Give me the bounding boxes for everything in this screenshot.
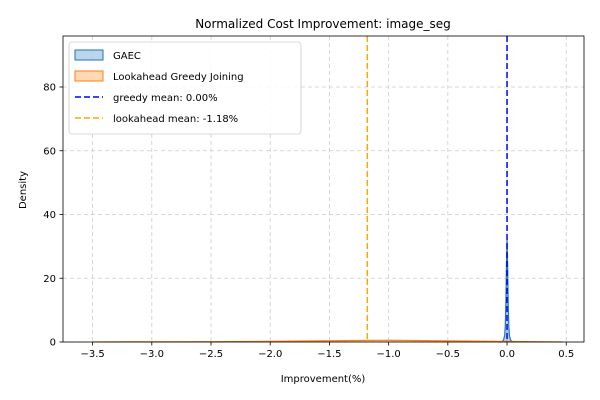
x-tick-label: 0.5 [558,349,574,360]
y-tick-label: 0 [50,338,56,349]
y-tick-label: 20 [43,274,56,285]
x-tick-label: −2.0 [258,349,282,360]
legend-label: greedy mean: 0.00% [113,93,218,104]
y-tick-label: 80 [43,83,56,94]
legend-label: Lookahead Greedy Joining [113,72,244,83]
legend-label: lookahead mean: -1.18% [113,114,238,125]
y-tick-label: 40 [43,210,56,221]
x-tick-label: −2.5 [199,349,223,360]
x-tick-label: 0.0 [499,349,515,360]
y-tick-label: 60 [43,146,56,157]
series-layer [92,239,563,343]
legend-swatch [74,49,104,61]
y-axis-ticks: 0 20 40 60 80 [43,83,63,349]
x-tick-label: −1.5 [317,349,341,360]
chart-title: Normalized Cost Improvement: image_seg [195,17,451,31]
legend-box [68,41,302,135]
x-tick-label: −3.0 [140,349,164,360]
x-tick-label: −1.0 [376,349,400,360]
x-tick-label: −3.5 [80,349,104,360]
plot-frame [62,35,585,343]
reference-lines [366,36,508,342]
legend-swatch [74,70,104,82]
x-axis-ticks: −3.5 −3.0 −2.5 −2.0 −1.5 −1.0 −0.5 0.0 0.5 [80,342,574,360]
legend: GAEC Lookahead Greedy Joining greedy mean:… [68,41,302,135]
x-tick-label: −0.5 [436,349,460,360]
y-axis-label: Density [18,171,29,209]
x-axis-label: Improvement(%) [281,374,366,385]
legend-label: GAEC [113,51,141,62]
